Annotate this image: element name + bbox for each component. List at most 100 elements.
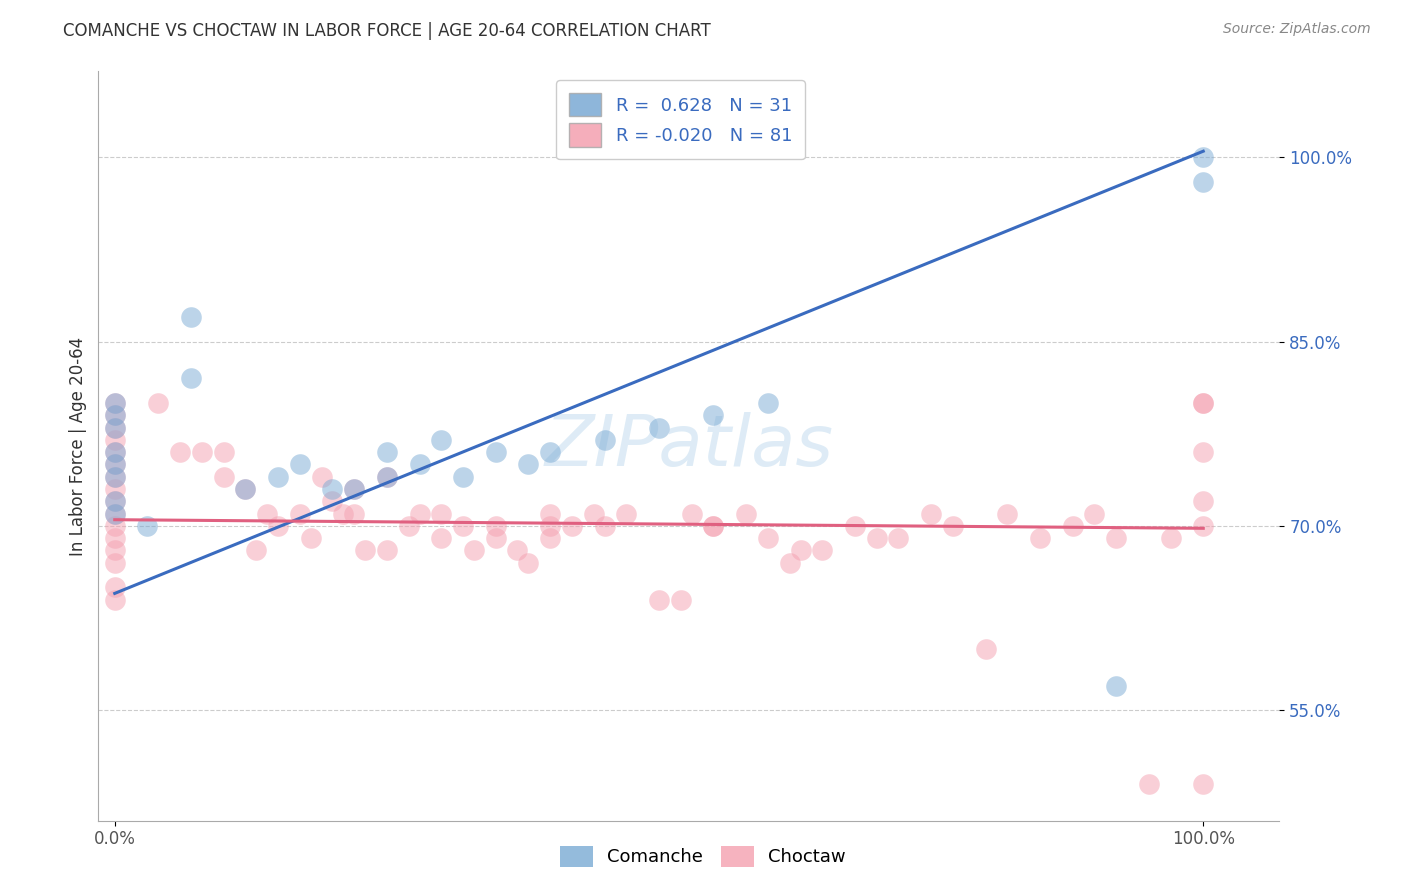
Point bbox=[104, 592, 127, 607]
Point bbox=[288, 458, 311, 472]
Point bbox=[267, 469, 290, 483]
Point bbox=[463, 543, 485, 558]
Point bbox=[702, 519, 724, 533]
Point bbox=[104, 519, 127, 533]
Point bbox=[1029, 531, 1052, 545]
Point bbox=[517, 556, 540, 570]
Point bbox=[136, 519, 159, 533]
Point bbox=[1192, 175, 1215, 189]
Point bbox=[887, 531, 910, 545]
Point bbox=[756, 396, 779, 410]
Point bbox=[311, 469, 333, 483]
Point bbox=[811, 543, 834, 558]
Point bbox=[844, 519, 866, 533]
Point bbox=[104, 580, 127, 594]
Point bbox=[538, 507, 561, 521]
Point bbox=[735, 507, 758, 521]
Point bbox=[648, 420, 671, 434]
Point bbox=[582, 507, 605, 521]
Point bbox=[451, 469, 474, 483]
Legend: Comanche, Choctaw: Comanche, Choctaw bbox=[553, 838, 853, 874]
Point bbox=[974, 641, 997, 656]
Point bbox=[104, 396, 127, 410]
Point bbox=[593, 519, 616, 533]
Legend: R =  0.628   N = 31, R = -0.020   N = 81: R = 0.628 N = 31, R = -0.020 N = 81 bbox=[557, 80, 806, 160]
Point bbox=[354, 543, 377, 558]
Point bbox=[375, 469, 398, 483]
Text: COMANCHE VS CHOCTAW IN LABOR FORCE | AGE 20-64 CORRELATION CHART: COMANCHE VS CHOCTAW IN LABOR FORCE | AGE… bbox=[63, 22, 711, 40]
Point bbox=[485, 445, 508, 459]
Point bbox=[104, 420, 127, 434]
Point bbox=[104, 458, 127, 472]
Point bbox=[212, 469, 235, 483]
Point bbox=[343, 482, 366, 496]
Point bbox=[756, 531, 779, 545]
Point bbox=[104, 445, 127, 459]
Point bbox=[256, 507, 278, 521]
Point bbox=[485, 531, 508, 545]
Point bbox=[104, 420, 127, 434]
Point bbox=[1192, 445, 1215, 459]
Point bbox=[104, 409, 127, 423]
Point bbox=[332, 507, 354, 521]
Point bbox=[104, 469, 127, 483]
Point bbox=[104, 458, 127, 472]
Point bbox=[104, 556, 127, 570]
Point bbox=[517, 458, 540, 472]
Point bbox=[104, 469, 127, 483]
Point bbox=[267, 519, 290, 533]
Point bbox=[212, 445, 235, 459]
Point bbox=[104, 507, 127, 521]
Point bbox=[288, 507, 311, 521]
Point bbox=[995, 507, 1018, 521]
Point bbox=[1192, 150, 1215, 164]
Point bbox=[506, 543, 529, 558]
Point bbox=[343, 482, 366, 496]
Point bbox=[408, 507, 430, 521]
Point bbox=[669, 592, 692, 607]
Point bbox=[485, 519, 508, 533]
Text: ZIPatlas: ZIPatlas bbox=[544, 411, 834, 481]
Y-axis label: In Labor Force | Age 20-64: In Labor Force | Age 20-64 bbox=[69, 336, 87, 556]
Point bbox=[1192, 396, 1215, 410]
Point bbox=[169, 445, 191, 459]
Point bbox=[702, 519, 724, 533]
Point bbox=[104, 543, 127, 558]
Point bbox=[1192, 519, 1215, 533]
Point bbox=[1083, 507, 1105, 521]
Point bbox=[702, 409, 724, 423]
Point bbox=[104, 433, 127, 447]
Point bbox=[104, 531, 127, 545]
Point bbox=[648, 592, 671, 607]
Point bbox=[942, 519, 965, 533]
Point bbox=[614, 507, 637, 521]
Point bbox=[538, 531, 561, 545]
Point bbox=[593, 433, 616, 447]
Point bbox=[104, 507, 127, 521]
Point bbox=[408, 458, 430, 472]
Point bbox=[104, 482, 127, 496]
Point bbox=[920, 507, 942, 521]
Point bbox=[1192, 777, 1215, 791]
Point bbox=[104, 494, 127, 508]
Point bbox=[180, 371, 202, 385]
Point bbox=[866, 531, 889, 545]
Point bbox=[1160, 531, 1182, 545]
Point bbox=[235, 482, 257, 496]
Point bbox=[104, 494, 127, 508]
Point bbox=[375, 469, 398, 483]
Point bbox=[321, 494, 343, 508]
Point bbox=[398, 519, 420, 533]
Point bbox=[561, 519, 583, 533]
Point bbox=[245, 543, 267, 558]
Point bbox=[538, 519, 561, 533]
Point bbox=[1105, 679, 1128, 693]
Point bbox=[1062, 519, 1084, 533]
Point bbox=[430, 433, 453, 447]
Point bbox=[1137, 777, 1160, 791]
Point bbox=[779, 556, 801, 570]
Point bbox=[104, 409, 127, 423]
Point bbox=[1192, 396, 1215, 410]
Point bbox=[343, 507, 366, 521]
Point bbox=[538, 445, 561, 459]
